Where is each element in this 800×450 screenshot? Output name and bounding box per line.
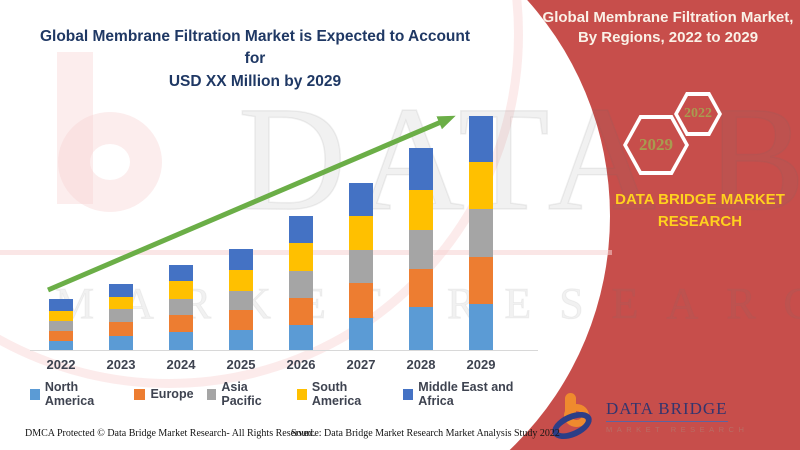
legend-item: South America: [297, 380, 390, 408]
bar-segment: [169, 281, 193, 299]
bar-2028: [409, 148, 433, 350]
logo-text: DATA BRIDGE MARKET RESEARCH: [606, 399, 748, 434]
logo-subtitle: MARKET RESEARCH: [606, 425, 749, 434]
legend-swatch: [297, 388, 307, 400]
hexagon-2029: 2029: [623, 115, 689, 175]
bar-segment: [229, 249, 253, 270]
legend-swatch: [403, 388, 414, 400]
bar-segment: [109, 336, 133, 350]
brand-text: DATA BRIDGE MARKET RESEARCH: [595, 189, 800, 233]
x-axis-label: 2025: [226, 357, 256, 372]
legend-label: South America: [311, 380, 362, 408]
banner-title-line2: By Regions, 2022 to 2029: [577, 28, 759, 46]
legend-item: Asia Pacific: [206, 380, 285, 408]
bar-segment: [49, 299, 73, 311]
bar-segment: [169, 332, 193, 350]
chart-title-line1: Global Membrane Filtration Market is Exp…: [39, 28, 471, 68]
brand-text-line2: RESEARCH: [657, 212, 743, 230]
banner-title-line1: Global Membrane Filtration Market,: [542, 9, 794, 26]
bar-segment: [49, 341, 73, 350]
legend-swatch: [206, 388, 217, 400]
bar-2027: [349, 183, 373, 350]
bar-segment: [349, 183, 373, 216]
hexagon-2022-label: 2022: [678, 96, 718, 132]
legend-label: Europe: [150, 387, 194, 401]
bar-segment: [289, 216, 313, 243]
bar-2022: [49, 299, 73, 350]
bar-segment: [469, 304, 493, 350]
bar-segment: [289, 298, 313, 325]
hexagon-2029-label: 2029: [627, 119, 685, 171]
x-axis-label: 2027: [346, 357, 376, 372]
bar-segment: [109, 297, 133, 309]
chart-title: Global Membrane Filtration Market is Exp…: [35, 26, 475, 93]
bar-segment: [109, 309, 133, 322]
legend-label: Asia Pacific: [221, 380, 262, 408]
bar-segment: [229, 330, 253, 350]
legend-item: Europe: [134, 380, 194, 408]
logo-name: DATA BRIDGE: [606, 399, 728, 422]
bar-2024: [169, 265, 193, 350]
x-axis-label: 2026: [286, 357, 316, 372]
bar-segment: [469, 257, 493, 304]
brand-text-line1: DATA BRIDGE MARKET: [615, 191, 785, 208]
bar-segment: [109, 284, 133, 297]
bar-segment: [229, 270, 253, 291]
bar-segment: [49, 331, 73, 341]
bar-segment: [349, 216, 373, 250]
bar-segment: [409, 148, 433, 190]
x-axis-label: 2022: [46, 357, 76, 372]
legend-label: Middle East and Africa: [418, 380, 514, 408]
bar-segment: [109, 322, 133, 336]
bar-segment: [229, 291, 253, 310]
bar-segment: [409, 307, 433, 350]
legend-swatch: [30, 388, 40, 400]
x-axis-label: 2024: [166, 357, 196, 372]
legend: North America Europe Asia Pacific South Ame…: [30, 380, 538, 408]
bar-segment: [229, 310, 253, 330]
bar-segment: [349, 250, 373, 283]
x-axis-line: [30, 350, 538, 351]
x-axis-label: 2028: [406, 357, 436, 372]
bar-2023: [109, 284, 133, 350]
bar-segment: [169, 299, 193, 315]
legend-label: North America: [44, 380, 95, 408]
bar-segment: [169, 315, 193, 332]
banner-title: Global Membrane Filtration Market, By Re…: [540, 8, 796, 47]
bar-segment: [349, 318, 373, 350]
bar-2029: [469, 116, 493, 350]
legend-swatch: [134, 388, 146, 400]
logo-bowl: [564, 404, 589, 427]
footer-copyright: DMCA Protected © Data Bridge Market Rese…: [25, 428, 316, 439]
bar-segment: [409, 269, 433, 307]
bar-segment: [289, 243, 313, 271]
x-axis-label: 2029: [466, 357, 496, 372]
bar-segment: [409, 190, 433, 230]
bar-segment: [49, 311, 73, 321]
legend-item: Middle East and Africa: [403, 380, 538, 408]
legend-item: North America: [30, 380, 121, 408]
bar-2025: [229, 249, 253, 350]
x-axis-label: 2023: [106, 357, 136, 372]
chart-title-line2: USD XX Million by 2029: [168, 72, 342, 90]
company-logo: DATA BRIDGE MARKET RESEARCH: [548, 391, 790, 445]
data-bridge-logo-icon: [548, 393, 598, 445]
bar-segment: [289, 271, 313, 298]
bar-2026: [289, 216, 313, 350]
footer-source: Source: Data Bridge Market Research Mark…: [291, 428, 560, 439]
bar-segment: [469, 116, 493, 162]
bar-segment: [289, 325, 313, 350]
bar-segment: [409, 230, 433, 269]
bar-segment: [169, 265, 193, 281]
hexagon-2022: 2022: [674, 92, 722, 136]
bar-segment: [469, 162, 493, 209]
bar-segment: [469, 209, 493, 257]
bar-segment: [49, 321, 73, 331]
bar-segment: [349, 283, 373, 318]
